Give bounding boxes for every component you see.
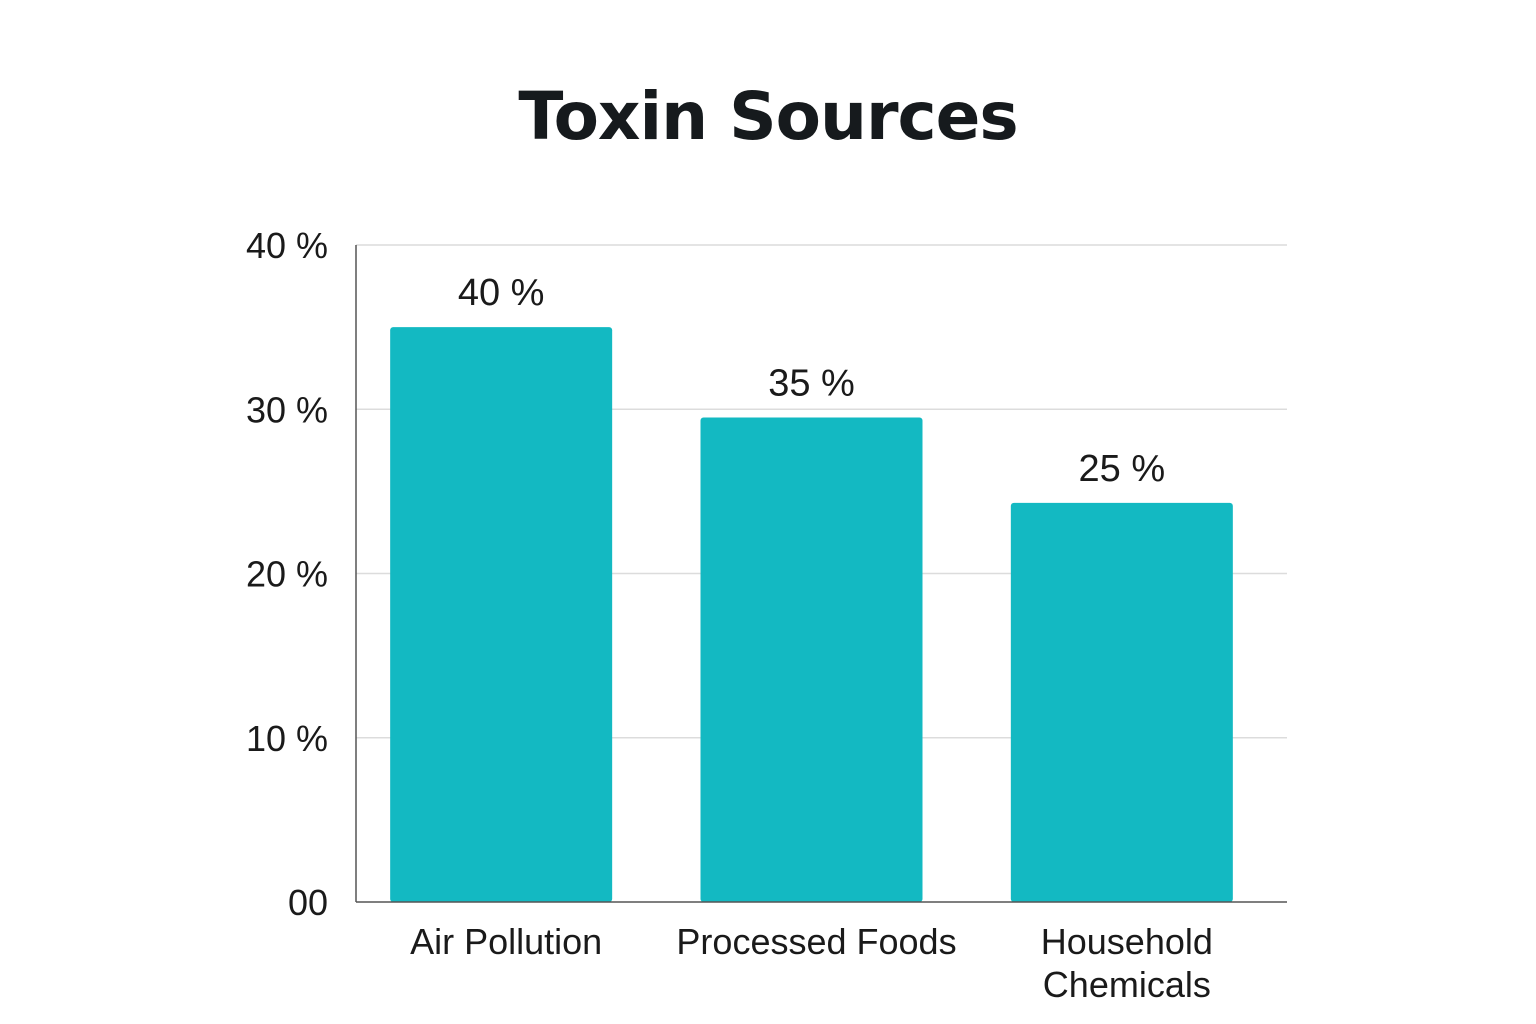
bar [390,327,613,902]
y-tick-label: 40 % [246,225,328,266]
axes [355,245,1287,903]
x-tick-label: Processed Foods [676,921,956,962]
labels: 00 10 % 20 % 30 % 40 % 40 % Air Pollution 35 % P… [246,225,1213,1005]
data-label: 25 % [1079,448,1166,490]
x-tick-label-line: Air Pollution [410,921,602,962]
y-tick-label: 10 % [246,718,328,759]
bars [390,327,1233,902]
data-label: 40 % [458,272,545,314]
y-tick-label: 20 % [246,554,328,595]
x-tick-label-line: Household [1041,921,1213,962]
x-tick-label: Household Chemicals [1041,921,1213,1005]
y-tick-label: 00 [288,882,328,923]
y-tick-label: 30 % [246,389,328,430]
x-tick-label-line: Chemicals [1043,964,1211,1005]
x-tick-label: Air Pollution [410,921,602,962]
bar [1010,502,1233,902]
x-tick-label-line: Processed Foods [676,921,956,962]
chart-title: Toxin Sources [518,78,1018,155]
bar [700,417,923,902]
data-label: 35 % [768,362,855,404]
